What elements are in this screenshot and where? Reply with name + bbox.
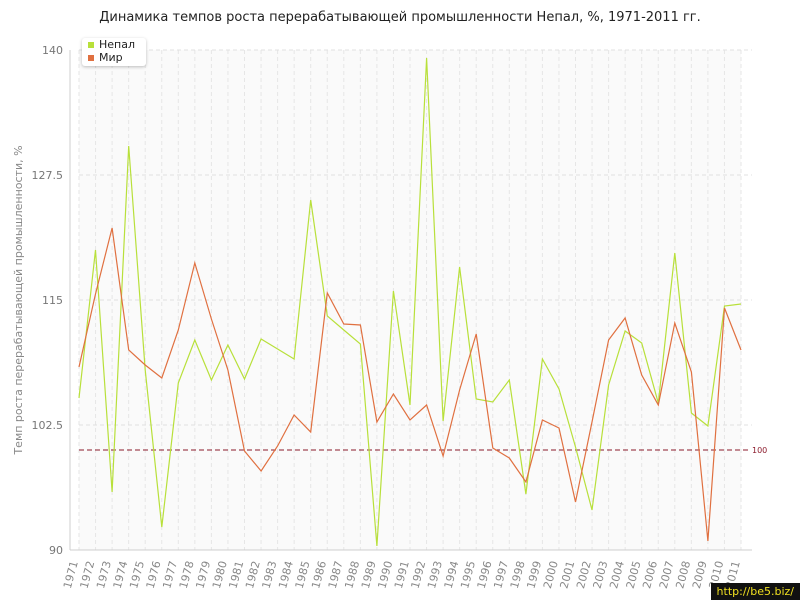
legend-swatch-world: [88, 54, 94, 61]
y-tick-label: 102.5: [32, 419, 64, 432]
legend-swatch-nepal: [88, 41, 94, 48]
legend: Непал Мир: [82, 38, 146, 66]
legend-item-nepal[interactable]: Непал: [82, 38, 146, 51]
watermark[interactable]: http://be5.biz/: [710, 583, 800, 600]
reference-line-label: 100: [752, 446, 767, 455]
y-tick-label: 127.5: [32, 169, 64, 182]
y-tick-label: 90: [49, 544, 63, 557]
legend-label-world: Мир: [99, 51, 123, 64]
legend-label-nepal: Непал: [99, 38, 136, 51]
y-tick-label: 140: [42, 44, 63, 57]
series-line-world: [78, 227, 742, 542]
grid: [78, 49, 752, 551]
y-axis-label: Темп роста перерабатывающей промышленнос…: [12, 145, 25, 455]
y-tick-label: 115: [42, 294, 63, 307]
chart-title: Динамика темпов роста перерабатывающей п…: [99, 10, 701, 25]
series-lines: [78, 57, 742, 547]
reference-line-group: 100: [79, 446, 767, 455]
legend-item-world[interactable]: Мир: [82, 51, 146, 64]
